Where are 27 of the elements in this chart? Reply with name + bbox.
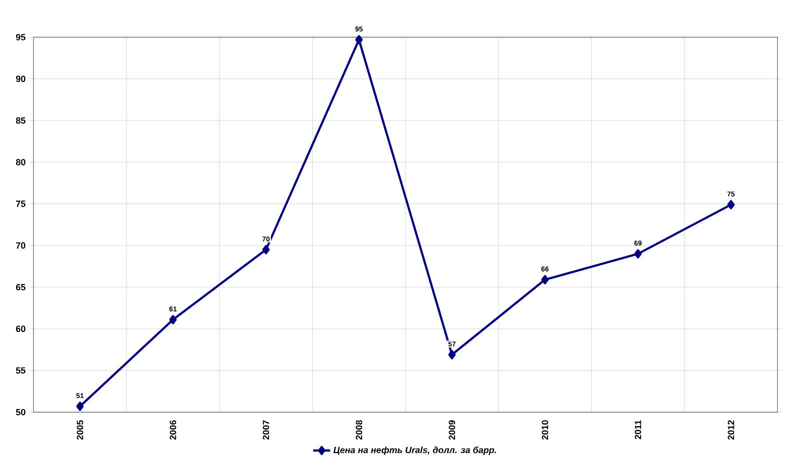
legend-label: Цена на нефть Urals, долл. за барр. — [333, 446, 496, 455]
y-tick-label: 85 — [16, 117, 26, 124]
x-tick-label: 2007 — [262, 420, 270, 440]
point — [169, 315, 177, 324]
y-tick-label: 95 — [16, 34, 26, 40]
x-tick-label: 2012 — [728, 420, 734, 440]
x-tick-label: 2009 — [448, 420, 456, 440]
point — [541, 275, 549, 284]
point — [634, 249, 642, 258]
point — [76, 402, 84, 411]
y-tick-label: 70 — [16, 242, 26, 249]
y-tick-label: 90 — [16, 76, 26, 82]
x-tick-label: 2006 — [170, 420, 176, 440]
x-tick-label: 2008 — [356, 420, 362, 440]
y-tick-label: 75 — [16, 200, 26, 207]
x-tick-label: 2010 — [542, 420, 548, 440]
point — [262, 245, 270, 254]
y-tick-label: 50 — [16, 408, 26, 416]
point — [448, 350, 456, 360]
y-tick-label: 55 — [16, 367, 26, 374]
x-tick-label: 2011 — [634, 420, 642, 440]
x-tick-label: 2005 — [76, 420, 84, 440]
y-tick-label: 65 — [16, 284, 26, 290]
point — [727, 200, 735, 210]
y-tick-label: 60 — [16, 326, 26, 332]
y-tick-label: 80 — [16, 158, 26, 166]
point — [355, 35, 363, 44]
